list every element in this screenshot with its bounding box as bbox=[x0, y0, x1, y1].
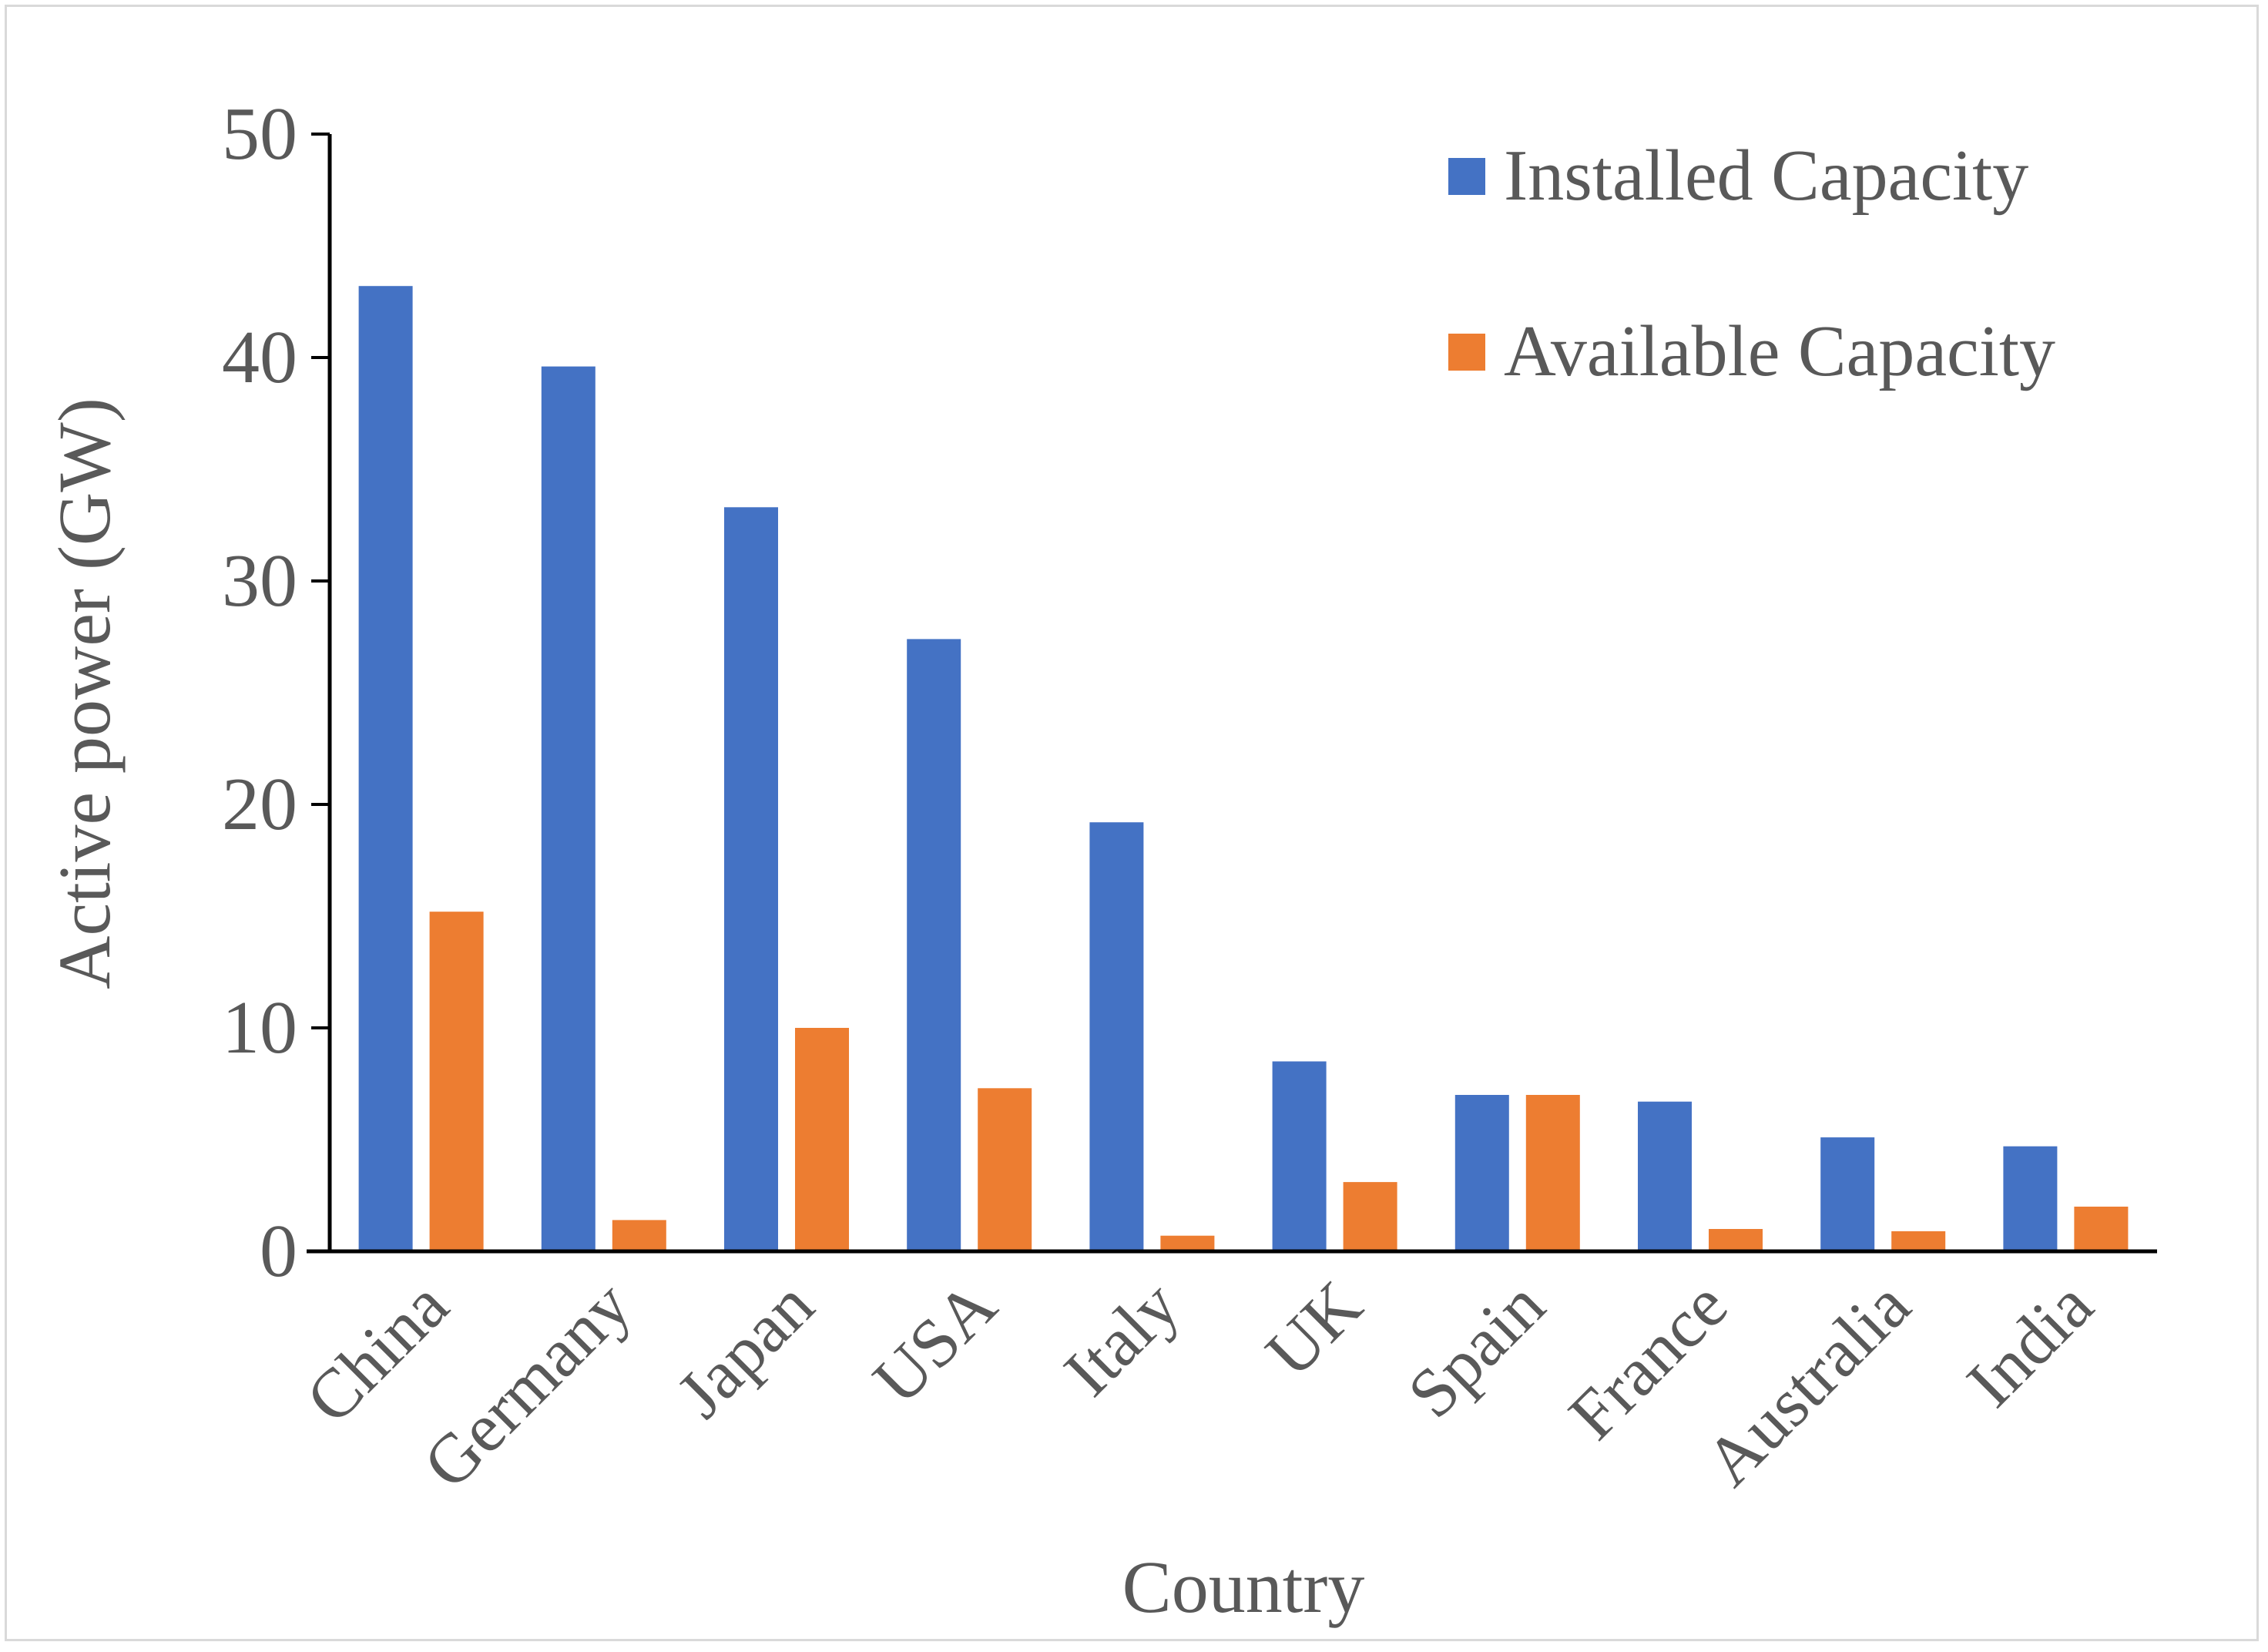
y-axis-title: Active power (GW) bbox=[43, 398, 126, 989]
legend-swatch-installed bbox=[1448, 158, 1485, 195]
bar-available-spain bbox=[1525, 1095, 1580, 1251]
legend: Installed Capacity Available Capacity bbox=[1448, 136, 2055, 391]
y-tick-label: 20 bbox=[222, 763, 297, 846]
x-tick-label-uk: UK bbox=[1252, 1267, 1377, 1392]
bar-installed-usa bbox=[907, 639, 961, 1251]
x-tick-label-germany: Germany bbox=[409, 1267, 646, 1503]
bar-installed-germany bbox=[541, 366, 596, 1252]
bar-installed-japan bbox=[724, 507, 778, 1251]
bar-installed-china bbox=[358, 286, 413, 1252]
bar-installed-italy bbox=[1089, 822, 1144, 1251]
legend-label-available: Available Capacity bbox=[1504, 311, 2055, 391]
bar-available-italy bbox=[1160, 1235, 1215, 1251]
x-tick-label-australia: Australia bbox=[1691, 1267, 1924, 1500]
bars-group bbox=[358, 286, 2129, 1252]
bar-installed-australia bbox=[1820, 1137, 1875, 1251]
y-tick-label: 30 bbox=[222, 539, 297, 623]
x-axis-title: Country bbox=[1122, 1546, 1365, 1628]
bar-available-usa bbox=[978, 1088, 1032, 1251]
y-tick-label: 50 bbox=[222, 92, 297, 176]
bar-available-uk bbox=[1343, 1182, 1397, 1251]
bar-available-india bbox=[2074, 1207, 2129, 1251]
bar-installed-uk bbox=[1272, 1061, 1327, 1251]
bar-installed-france bbox=[1638, 1101, 1692, 1251]
bar-available-germany bbox=[612, 1220, 666, 1251]
y-tick-label: 10 bbox=[222, 986, 297, 1069]
x-tick-label-usa: USA bbox=[859, 1267, 1011, 1419]
bar-installed-india bbox=[2003, 1146, 2058, 1251]
y-axis-ticks: 0 10 20 30 40 50 bbox=[222, 92, 330, 1293]
chart-frame bbox=[5, 5, 2259, 1641]
bar-installed-spain bbox=[1454, 1095, 1509, 1251]
y-tick-label: 0 bbox=[260, 1210, 297, 1293]
bar-available-australia bbox=[1891, 1231, 1946, 1251]
x-tick-label-japan: Japan bbox=[663, 1267, 828, 1432]
bar-available-japan bbox=[795, 1028, 849, 1251]
x-tick-label-italy: Italy bbox=[1050, 1267, 1194, 1411]
x-tick-label-china: China bbox=[292, 1267, 463, 1438]
x-tick-label-spain: Spain bbox=[1394, 1267, 1559, 1432]
legend-label-installed: Installed Capacity bbox=[1504, 136, 2028, 216]
legend-swatch-available bbox=[1448, 334, 1485, 371]
y-tick-label: 40 bbox=[222, 316, 297, 399]
bar-available-france bbox=[1709, 1229, 1763, 1251]
bar-available-china bbox=[429, 912, 484, 1251]
x-tick-label-india: India bbox=[1953, 1267, 2108, 1422]
